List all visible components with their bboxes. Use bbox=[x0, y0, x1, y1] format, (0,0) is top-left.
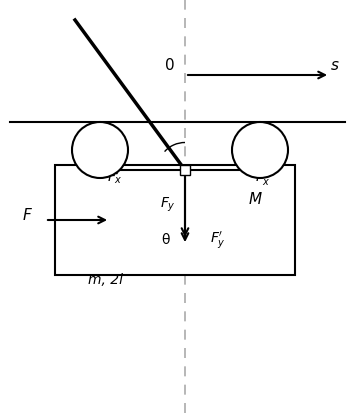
Text: θ: θ bbox=[161, 233, 169, 247]
Circle shape bbox=[232, 122, 288, 178]
Text: m, 2l: m, 2l bbox=[88, 273, 122, 287]
Circle shape bbox=[72, 122, 128, 178]
Text: $F_x'$: $F_x'$ bbox=[255, 169, 271, 188]
Text: $F_x$: $F_x$ bbox=[107, 170, 123, 186]
Text: s: s bbox=[331, 57, 339, 73]
Bar bbox=[180, 165, 190, 175]
Text: M: M bbox=[249, 192, 262, 207]
Bar bbox=[55, 165, 295, 275]
Text: 0: 0 bbox=[165, 57, 175, 73]
Text: $F_y$: $F_y$ bbox=[160, 196, 176, 214]
Text: $F_y'$: $F_y'$ bbox=[210, 230, 226, 251]
Text: F: F bbox=[23, 207, 31, 223]
